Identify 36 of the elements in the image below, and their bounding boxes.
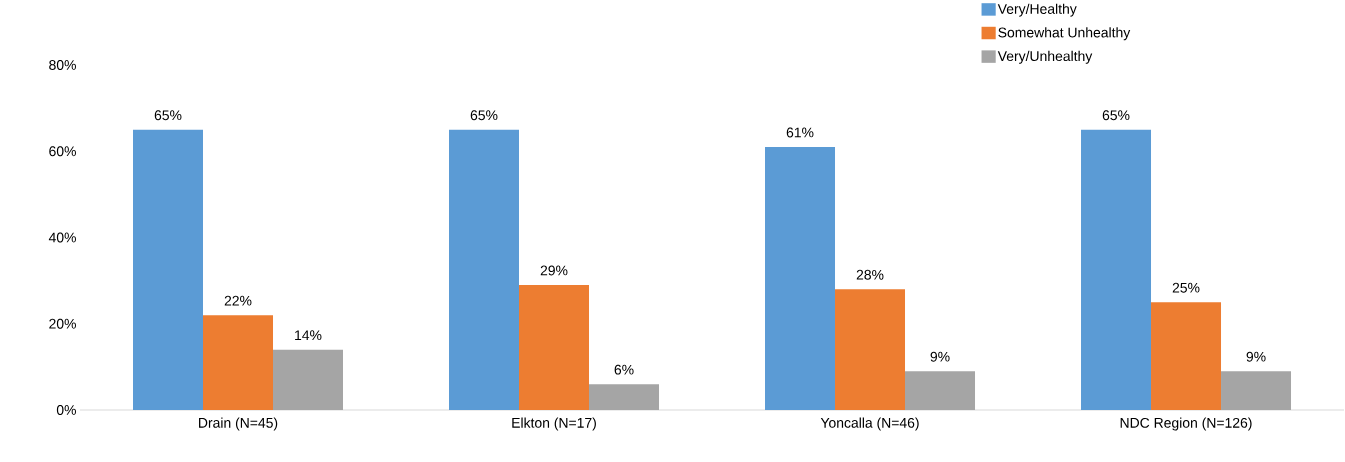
data-label: 25% (1172, 282, 1200, 293)
y-tick-label: 60% (49, 146, 76, 157)
x-tick-label: Drain (N=45) (199, 417, 278, 431)
bar (905, 371, 976, 410)
x-tick-label: Elkton (N=17) (512, 417, 596, 431)
bar (589, 384, 660, 410)
data-label: 65% (1102, 110, 1130, 121)
bar (203, 315, 273, 410)
bar (133, 129, 203, 410)
y-tick-label: 40% (48, 232, 76, 243)
y-tick-label: 20% (49, 318, 76, 329)
data-label: 61% (786, 127, 814, 138)
bar (765, 146, 836, 410)
x-tick-label: NDC Region (N=126) (1120, 417, 1252, 431)
data-label: 29% (540, 265, 568, 276)
legend-label: Very/Healthy (997, 3, 1077, 17)
data-label: 14% (295, 330, 322, 341)
bar (835, 289, 906, 410)
data-label: 9% (1246, 351, 1266, 362)
data-label: 6% (614, 364, 634, 375)
bar (449, 129, 519, 410)
bar (519, 284, 589, 410)
bar (1081, 129, 1152, 410)
x-tick-label: Yoncalla (N=46) (820, 417, 919, 431)
legend-label: Very/Unhealthy (997, 50, 1093, 64)
bar (1151, 302, 1222, 410)
bar (1221, 371, 1292, 410)
bar (273, 349, 343, 410)
data-label: 9% (930, 351, 950, 362)
data-label: 65% (154, 110, 182, 121)
data-label: 22% (224, 295, 252, 306)
y-tick-label: 0% (56, 405, 76, 415)
data-label: 28% (856, 269, 884, 280)
data-label: 65% (470, 110, 498, 121)
legend-label: Somewhat Unhealthy (998, 27, 1131, 41)
y-tick-label: 80% (49, 60, 76, 70)
